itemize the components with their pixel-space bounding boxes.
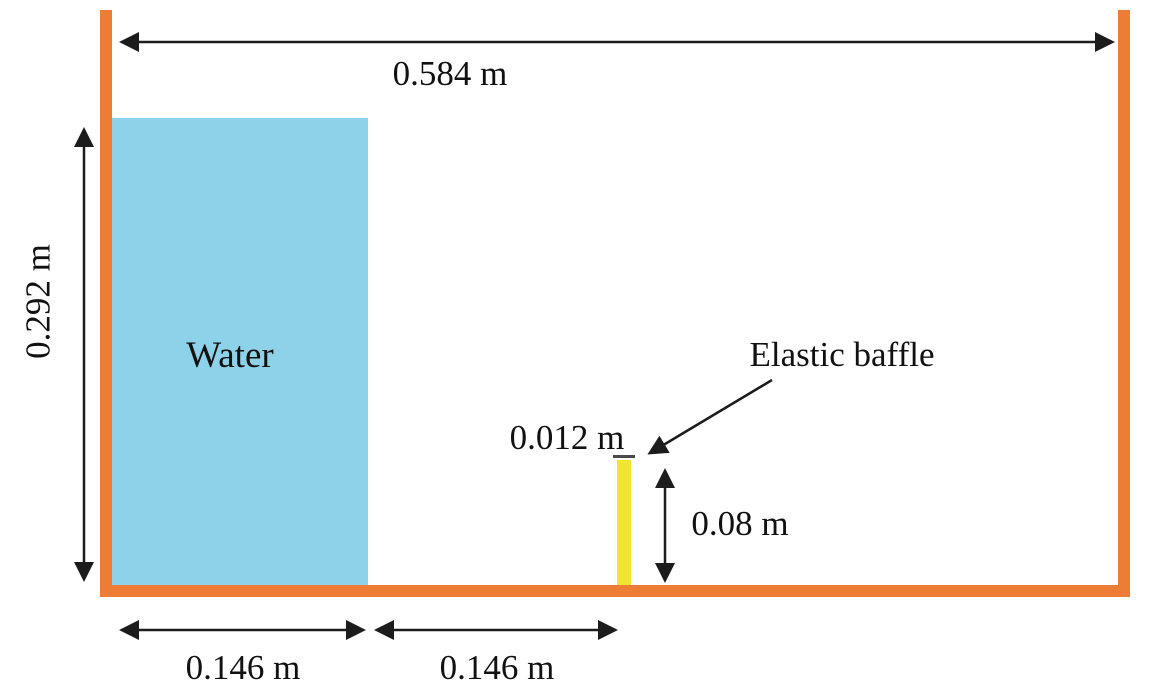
elastic-baffle-label: Elastic baffle	[749, 335, 935, 374]
water-height-label: 0.292 m	[18, 244, 58, 359]
tank-width-label: 0.584 m	[392, 54, 508, 93]
water-column	[112, 118, 368, 585]
baffle-height-label: 0.08 m	[691, 504, 789, 543]
baffle-offset-label: 0.146 m	[439, 648, 555, 687]
water-width-label: 0.146 m	[185, 648, 301, 687]
tank-wall-left	[100, 10, 112, 597]
elastic-baffle	[617, 460, 631, 585]
tank-wall-right	[1118, 10, 1130, 597]
water-label: Water	[186, 335, 274, 376]
baffle-width-label: 0.012 m	[509, 418, 625, 457]
baffle-width-tick	[613, 455, 635, 458]
baffle-pointer-arrow	[647, 378, 773, 455]
tank-wall-bottom	[100, 585, 1130, 597]
